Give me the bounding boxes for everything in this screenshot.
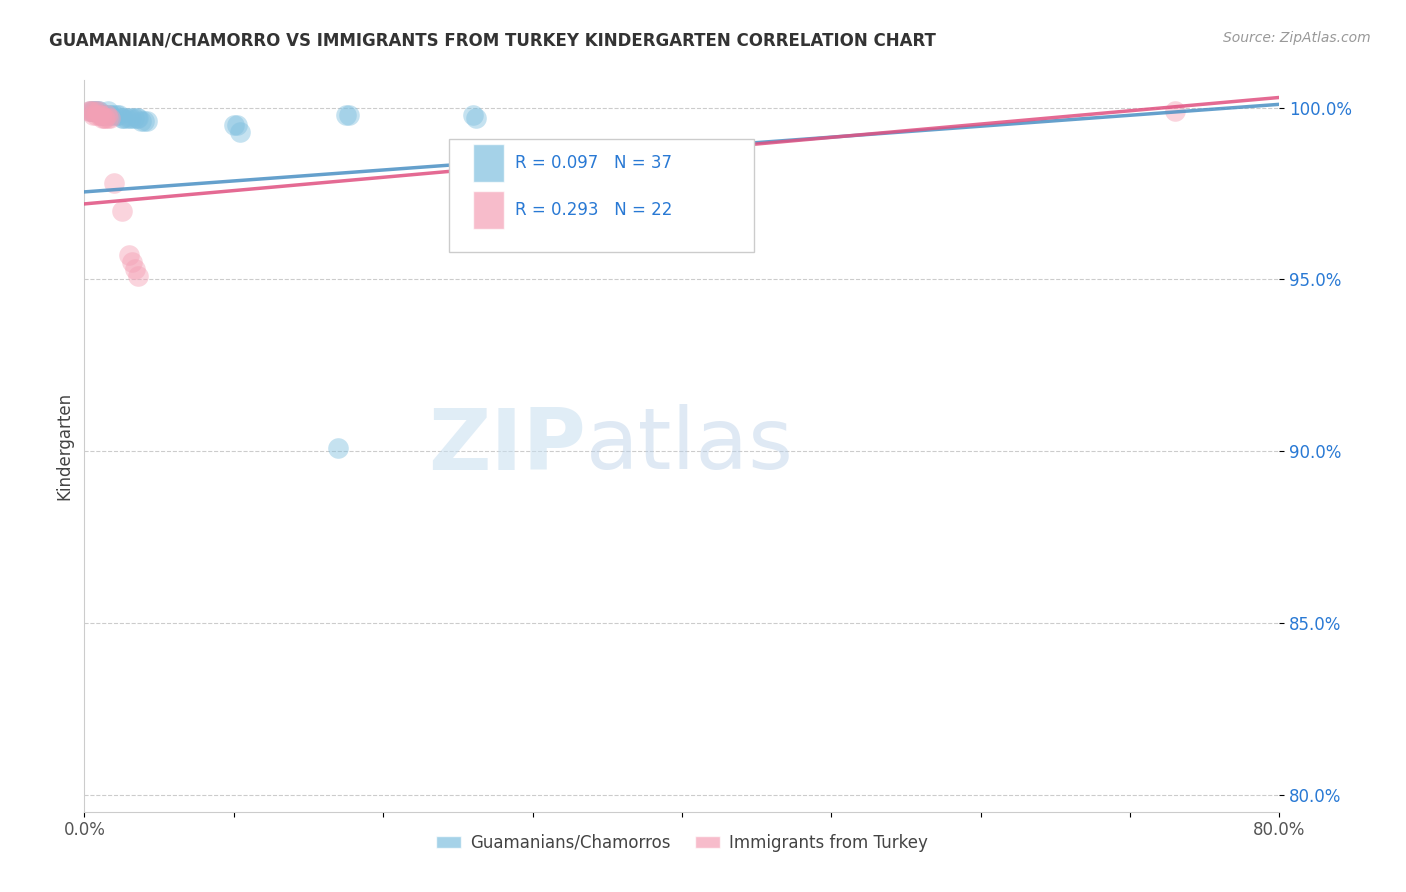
Point: [87, 104, 110, 119]
Point: [96, 107, 118, 121]
Point: [90, 107, 112, 121]
FancyBboxPatch shape: [449, 139, 754, 252]
Point: [228, 125, 252, 139]
Point: [97, 104, 120, 119]
Point: [107, 107, 129, 121]
Point: [79, 104, 101, 119]
Point: [82, 104, 104, 119]
Point: [337, 107, 360, 121]
Point: [80, 104, 103, 119]
Point: [464, 111, 486, 125]
FancyBboxPatch shape: [472, 191, 503, 228]
Point: [83, 104, 105, 119]
Point: [91, 111, 114, 125]
Point: [97, 111, 120, 125]
Point: [118, 111, 141, 125]
Point: [222, 118, 245, 132]
Point: [86, 107, 108, 121]
Point: [90, 107, 112, 121]
Point: [93, 107, 115, 121]
Point: [82, 107, 104, 121]
Point: [461, 107, 484, 121]
Point: [93, 111, 115, 125]
Point: [103, 176, 125, 190]
Text: GUAMANIAN/CHAMORRO VS IMMIGRANTS FROM TURKEY KINDERGARTEN CORRELATION CHART: GUAMANIAN/CHAMORRO VS IMMIGRANTS FROM TU…: [49, 31, 936, 49]
Point: [127, 268, 149, 283]
Point: [115, 111, 138, 125]
Y-axis label: Kindergarten: Kindergarten: [55, 392, 73, 500]
Text: R = 0.293   N = 22: R = 0.293 N = 22: [515, 201, 672, 219]
Point: [328, 441, 350, 455]
Legend: Guamanians/Chamorros, Immigrants from Turkey: Guamanians/Chamorros, Immigrants from Tu…: [430, 827, 934, 858]
Point: [103, 107, 125, 121]
Point: [98, 107, 121, 121]
Point: [125, 111, 148, 125]
Point: [89, 107, 111, 121]
Point: [87, 104, 110, 119]
Point: [127, 111, 149, 125]
Point: [89, 104, 111, 119]
Point: [86, 104, 108, 119]
FancyBboxPatch shape: [472, 145, 503, 182]
Point: [335, 107, 357, 121]
Point: [225, 118, 247, 132]
Point: [94, 107, 117, 121]
Point: [96, 107, 118, 121]
Point: [91, 107, 114, 121]
Point: [83, 104, 105, 119]
Point: [77, 104, 100, 119]
Point: [129, 114, 152, 128]
Text: atlas: atlas: [586, 404, 794, 488]
Point: [121, 255, 143, 269]
Point: [112, 111, 135, 125]
Point: [136, 114, 159, 128]
Point: [98, 111, 121, 125]
Point: [79, 104, 101, 119]
Point: [111, 203, 134, 218]
Point: [122, 111, 145, 125]
Text: Source: ZipAtlas.com: Source: ZipAtlas.com: [1223, 31, 1371, 45]
Point: [124, 262, 146, 277]
Text: ZIP: ZIP: [429, 404, 586, 488]
Point: [100, 107, 122, 121]
Text: R = 0.097   N = 37: R = 0.097 N = 37: [515, 154, 672, 172]
Point: [1164, 104, 1187, 119]
Point: [105, 107, 128, 121]
Point: [111, 111, 134, 125]
Point: [118, 248, 141, 262]
Point: [120, 111, 142, 125]
Point: [132, 114, 156, 128]
Point: [80, 104, 103, 119]
Point: [94, 111, 117, 125]
